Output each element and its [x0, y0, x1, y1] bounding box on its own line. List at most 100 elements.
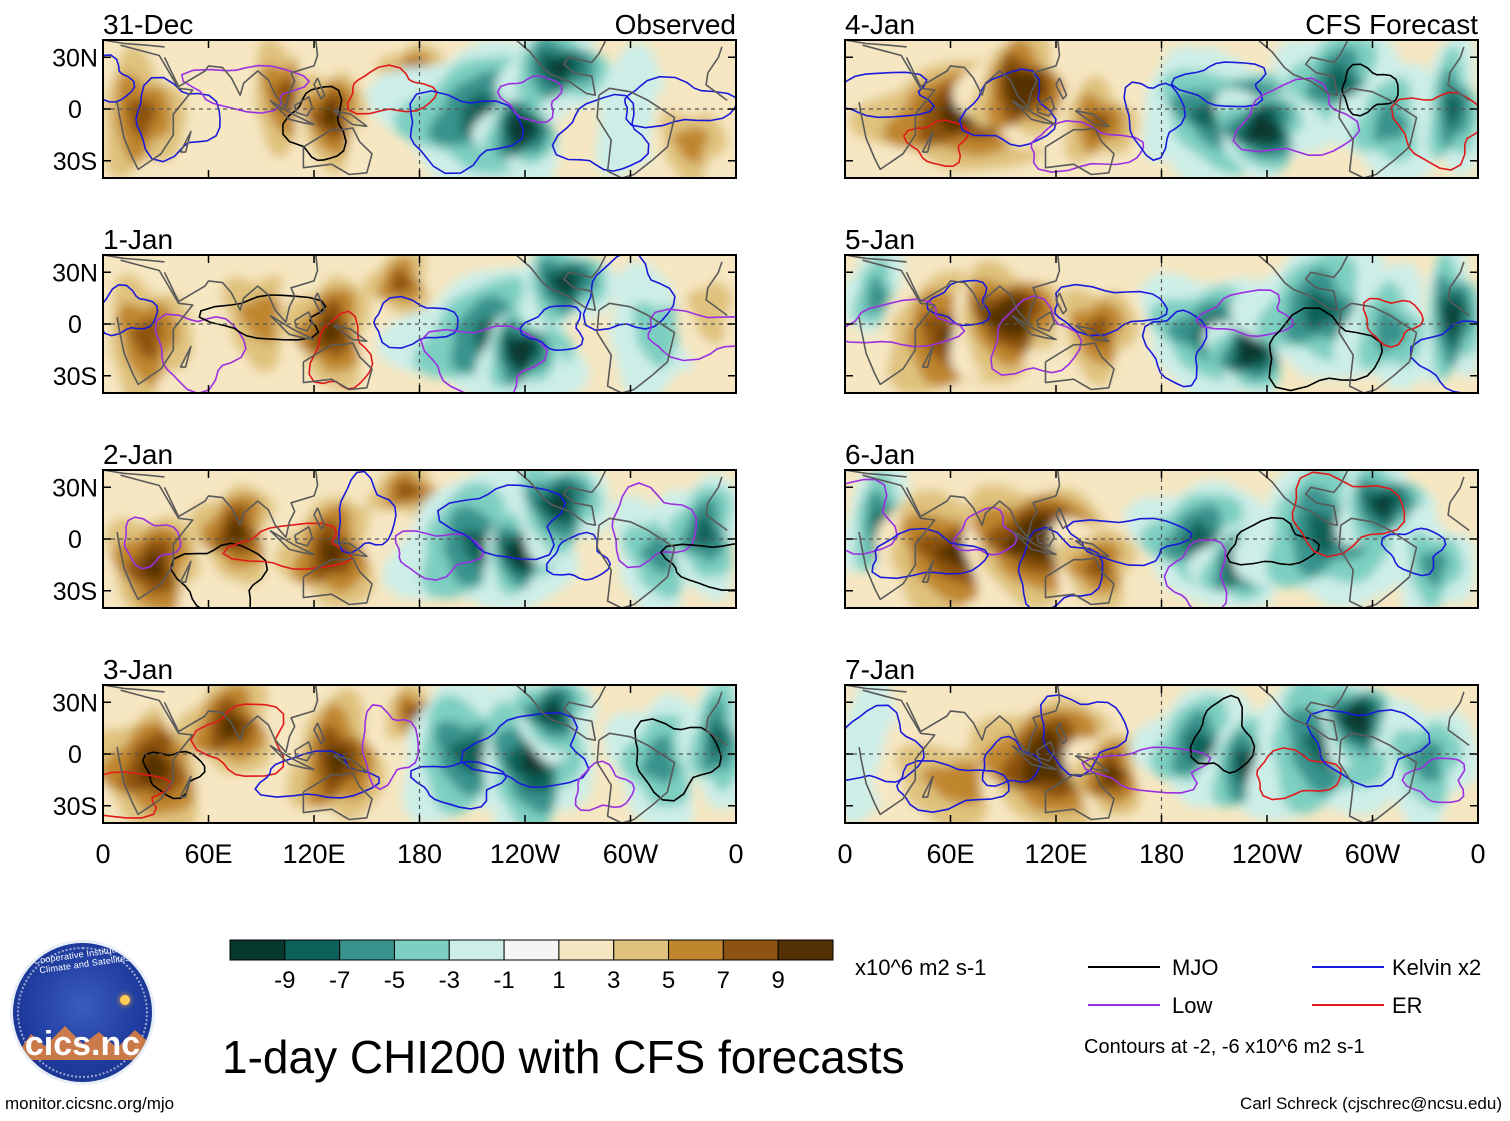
- lat-tick-label: 0: [68, 741, 82, 769]
- colorbar-label: -7: [329, 967, 350, 994]
- colorbar-cell: [393, 939, 450, 961]
- wave-contours: [123, 470, 736, 608]
- panel-date-label: 1-Jan: [103, 224, 173, 255]
- lon-tick-label: 180: [397, 839, 442, 869]
- coastlines: [845, 255, 1470, 393]
- legend-low-label: Low: [1172, 993, 1212, 1018]
- colorbar: -9 -7 -5 -3 -1 1 3 5 7 9: [229, 939, 834, 994]
- author-credit: Carl Schreck (cjschrec@ncsu.edu): [1240, 1094, 1502, 1113]
- colorbar-label: 1: [552, 967, 565, 994]
- lon-tick-label: 120W: [490, 839, 561, 869]
- lat-tick-label: 30N: [52, 44, 98, 72]
- coastlines: [103, 685, 728, 823]
- panel-ticks: [844, 255, 1479, 393]
- colorbar-label: -9: [274, 967, 295, 994]
- lon-tick-label: 60W: [1345, 839, 1401, 869]
- column-header-right: CFS Forecast: [1305, 9, 1478, 40]
- legend-er-label: ER: [1392, 993, 1423, 1018]
- wave-contours: [845, 694, 1466, 814]
- legend-mjo-label: MJO: [1172, 955, 1218, 980]
- panel-date-label: 5-Jan: [845, 224, 915, 255]
- lat-tick-label: 0: [68, 311, 82, 339]
- panel-ticks: [844, 470, 1479, 608]
- colorbar-label: -1: [493, 967, 514, 994]
- lat-tick-label: 0: [68, 96, 82, 124]
- chi200-field: [845, 40, 1478, 178]
- panel-ticks: [844, 685, 1479, 823]
- logo-ring: [17, 947, 148, 1078]
- contour-legend: MJO Kelvin x2 Low ER Contours at -2, -6 …: [1084, 955, 1481, 1058]
- lat-tick-label: 30S: [53, 578, 97, 606]
- colorbar-cell: [777, 939, 834, 961]
- coastlines: [845, 470, 1470, 608]
- panel-ticks: [102, 685, 737, 823]
- lat-tick-label: 0: [68, 526, 82, 554]
- lat-tick-label: 30S: [53, 363, 97, 391]
- map-panel-6-Jan: 6-Jan: [844, 439, 1479, 609]
- panel-date-label: 4-Jan: [845, 9, 915, 40]
- colorbar-cell: [668, 939, 724, 961]
- colorbar-cell: [339, 939, 395, 961]
- cics-nc-logo: Cooperative Institute for Climate and Sa…: [10, 940, 155, 1085]
- lon-tick-label: 120W: [1232, 839, 1303, 869]
- panel-ticks: [102, 470, 737, 608]
- colorbar-label: -5: [384, 967, 405, 994]
- lat-tick-label: 30S: [53, 793, 97, 821]
- coastlines: [103, 470, 728, 608]
- lat-tick-label: 30N: [52, 689, 98, 717]
- map-panels: 31-Dec Observed30N030S1-Jan30N030S2-Jan30…: [52, 9, 1485, 869]
- wave-contours: [103, 255, 736, 393]
- panel-date-label: 3-Jan: [103, 654, 173, 685]
- chi200-field: [103, 40, 736, 178]
- colorbar-units: x10^6 m2 s-1: [855, 955, 986, 980]
- lon-tick-label: 120E: [1024, 839, 1087, 869]
- lon-tick-label: 60E: [926, 839, 974, 869]
- map-panel-5-Jan: 5-Jan: [844, 224, 1479, 394]
- colorbar-cell: [613, 939, 670, 961]
- colorbar-cell: [284, 939, 341, 961]
- panel-ticks: [844, 40, 1479, 178]
- lon-tick-label: 60E: [184, 839, 232, 869]
- colorbar-label: -3: [439, 967, 460, 994]
- lat-tick-label: 30N: [52, 474, 98, 502]
- figure-title: 1-day CHI200 with CFS forecasts: [222, 1031, 905, 1083]
- lon-tick-label: 0: [95, 839, 110, 869]
- lat-tick-label: 30S: [53, 148, 97, 176]
- colorbar-cell: [558, 939, 615, 961]
- wave-contours: [103, 54, 736, 175]
- legend-kelvin-label: Kelvin x2: [1392, 955, 1481, 980]
- coastlines: [103, 40, 728, 178]
- panel-ticks: [102, 40, 737, 178]
- map-panel-4-Jan: 4-Jan CFS Forecast: [844, 9, 1479, 179]
- panel-date-label: 6-Jan: [845, 439, 915, 470]
- panel-ticks: [102, 255, 737, 393]
- mountain-icon: [13, 1026, 152, 1060]
- wave-contours: [845, 471, 1447, 608]
- lon-tick-label: 0: [837, 839, 852, 869]
- chi200-field: [845, 685, 1478, 823]
- lon-tick-label: 60W: [603, 839, 659, 869]
- coastlines: [845, 685, 1470, 823]
- lat-tick-label: 30N: [52, 259, 98, 287]
- chi200-field: [103, 685, 736, 823]
- panel-date-label: 2-Jan: [103, 439, 173, 470]
- colorbar-label: 5: [662, 967, 675, 994]
- colorbar-cell: [448, 939, 505, 961]
- website-link[interactable]: monitor.cicsnc.org/mjo: [5, 1094, 175, 1113]
- panel-date-label: 31-Dec: [103, 9, 193, 40]
- logo-name: cics.nc: [24, 1025, 141, 1063]
- colorbar-cell: [722, 939, 779, 961]
- map-panel-7-Jan: 7-Jan 0 60E 120E 180 120W 60W 0: [837, 654, 1485, 869]
- coastlines: [103, 255, 728, 393]
- colorbar-cell: [503, 939, 560, 961]
- lon-tick-label: 180: [1139, 839, 1184, 869]
- lon-tick-label: 0: [728, 839, 743, 869]
- map-panel-31-Dec: 31-Dec Observed 30N 0 30S: [52, 9, 737, 179]
- coastlines: [845, 40, 1470, 178]
- colorbar-cell: [229, 939, 286, 961]
- lon-tick-label: 120E: [282, 839, 345, 869]
- colorbar-label: 7: [717, 967, 730, 994]
